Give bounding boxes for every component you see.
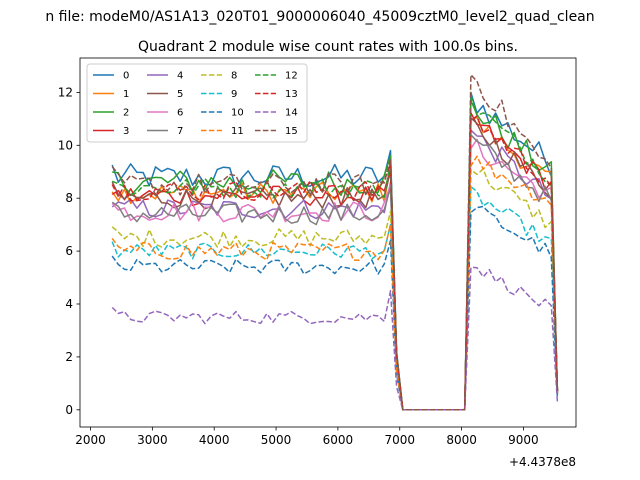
legend-label-6: 6 <box>177 108 183 119</box>
series-line-11 <box>111 155 559 411</box>
x-tick-label: 3000 <box>137 433 168 447</box>
x-tick-label: 7000 <box>384 433 415 447</box>
series-line-10 <box>111 205 559 411</box>
series-line-12 <box>111 94 559 411</box>
legend-label-14: 14 <box>285 108 298 119</box>
y-tick-label: 0 <box>65 403 73 417</box>
legend-label-0: 0 <box>123 71 129 82</box>
x-tick-label: 5000 <box>261 433 292 447</box>
figure-suptitle: n file: modeM0/AS1A13_020T01_9000006040_… <box>45 9 594 25</box>
legend-label-12: 12 <box>285 71 298 82</box>
series-line-6 <box>111 138 559 411</box>
y-tick-label: 10 <box>58 138 73 152</box>
legend-label-15: 15 <box>285 126 298 137</box>
legend-label-13: 13 <box>285 89 298 100</box>
series-line-3 <box>111 112 559 411</box>
x-tick-label: 6000 <box>323 433 354 447</box>
y-tick-label: 6 <box>65 244 73 258</box>
x-offset-label: +4.4378e8 <box>509 455 576 469</box>
series-line-15 <box>111 74 559 411</box>
series-line-14 <box>111 266 559 411</box>
x-tick-label: 8000 <box>446 433 477 447</box>
legend-label-8: 8 <box>231 71 237 82</box>
plot-area: 2000 3000 4000 5000 6000 7000 8000 900002468101… <box>58 57 577 447</box>
y-tick-label: 12 <box>58 85 73 99</box>
legend-label-9: 9 <box>231 89 237 100</box>
x-tick-label: 9000 <box>508 433 539 447</box>
legend-frame <box>86 63 308 143</box>
legend-label-1: 1 <box>123 89 129 100</box>
x-tick-label: 2000 <box>75 433 106 447</box>
axes-frame <box>79 57 577 428</box>
y-tick-label: 4 <box>65 297 73 311</box>
legend-label-4: 4 <box>177 71 183 82</box>
series-line-7 <box>111 134 559 411</box>
legend-label-3: 3 <box>123 126 129 137</box>
legend-label-11: 11 <box>231 126 244 137</box>
legend-label-2: 2 <box>123 108 129 119</box>
x-tick-label: 4000 <box>199 433 230 447</box>
y-tick-label: 2 <box>65 350 73 364</box>
legend-label-10: 10 <box>231 108 244 119</box>
legend-label-5: 5 <box>177 89 183 100</box>
y-tick-label: 8 <box>65 191 73 205</box>
series-line-0 <box>111 91 559 411</box>
legend-label-7: 7 <box>177 126 183 137</box>
chart-title: Quadrant 2 module wise count rates with … <box>138 39 518 55</box>
series-group <box>111 74 559 411</box>
series-line-13 <box>111 115 559 411</box>
